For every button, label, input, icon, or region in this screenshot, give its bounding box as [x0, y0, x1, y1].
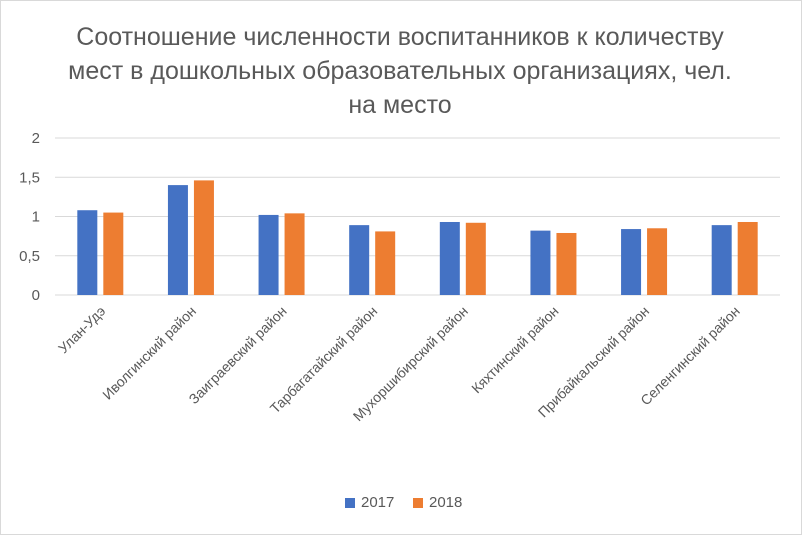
- bar-2018-3: [375, 231, 396, 295]
- x-category-label: Заиграевский район: [185, 303, 289, 407]
- y-tick-label: 0,5: [19, 248, 40, 265]
- bar-2017-1: [167, 185, 188, 295]
- bar-2018-0: [103, 212, 124, 295]
- bar-2017-7: [711, 225, 732, 295]
- y-tick-label: 1: [32, 209, 40, 226]
- bar-2017-4: [439, 221, 460, 295]
- bar-2017-2: [258, 214, 279, 295]
- legend-label-2018: 2018: [429, 494, 463, 511]
- legend-swatch-2017: [345, 497, 355, 508]
- legend-swatch-2018: [413, 497, 423, 508]
- legend-label-2017: 2017: [361, 494, 395, 511]
- legend: 2017 2018: [0, 494, 802, 514]
- bar-2017-5: [530, 230, 551, 295]
- bar-2017-3: [349, 225, 370, 295]
- legend-item-2018: 2018: [413, 494, 462, 511]
- bar-2018-2: [284, 213, 305, 295]
- bar-2017-6: [621, 229, 642, 295]
- bar-2018-6: [647, 228, 668, 295]
- y-tick-label: 1,5: [19, 169, 40, 186]
- bar-2018-5: [556, 232, 577, 295]
- x-category-label: Иволгинский район: [99, 303, 199, 403]
- bar-2018-7: [737, 221, 758, 295]
- bar-2017-0: [77, 210, 98, 295]
- bar-2018-4: [465, 222, 486, 295]
- bar-2018-1: [193, 180, 214, 295]
- y-tick-label: 2: [32, 130, 40, 147]
- chart-title: Соотношение численности воспитанников к …: [68, 23, 732, 119]
- y-tick-label: 0: [32, 287, 40, 304]
- x-category-label: Селенгинский район: [637, 303, 743, 409]
- legend-item-2017: 2017: [345, 494, 394, 511]
- x-category-label: Кяхтинский район: [468, 303, 561, 396]
- x-category-label: Улан-Удэ: [55, 303, 108, 356]
